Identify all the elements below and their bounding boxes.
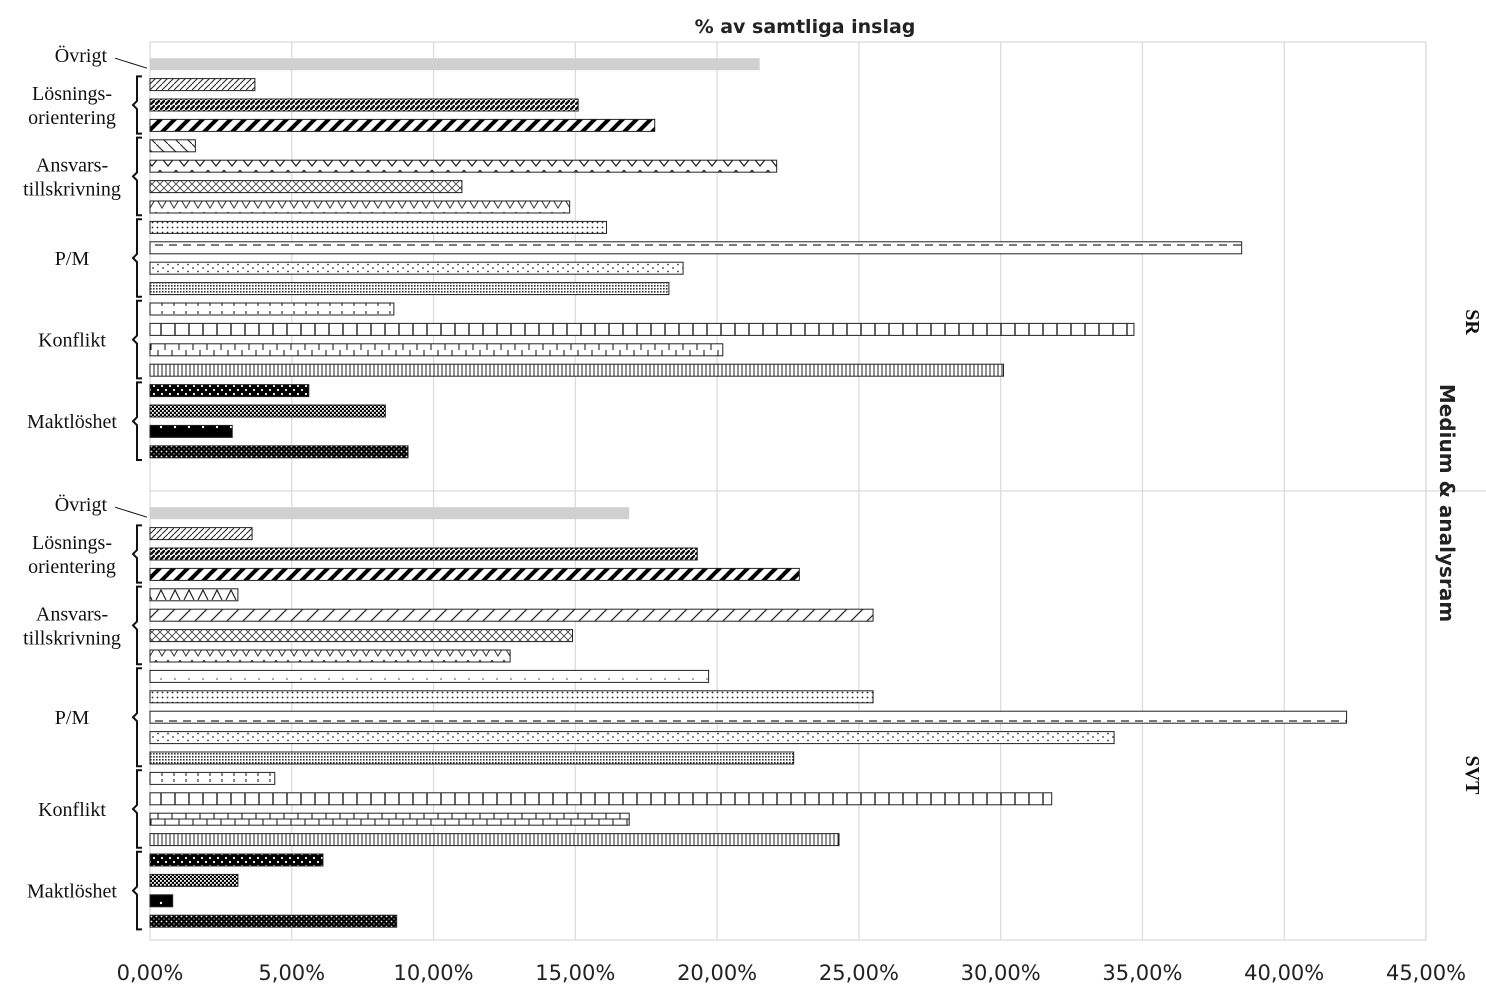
bars — [149, 58, 1348, 928]
x-tick-label: 15,00% — [535, 961, 615, 985]
group-label: SVT — [1461, 756, 1483, 796]
bar — [149, 669, 710, 683]
bar — [149, 139, 196, 153]
category-brace — [131, 381, 142, 461]
bar — [149, 567, 800, 581]
category-brace — [131, 585, 142, 666]
category-label: Konflikt — [38, 330, 106, 352]
bar — [149, 98, 579, 112]
x-tick-label: 45,00% — [1386, 961, 1466, 985]
category-label: Lösnings- — [32, 532, 112, 554]
bar — [149, 527, 253, 541]
bar — [149, 180, 463, 194]
leader-line — [114, 506, 148, 518]
bar — [150, 58, 760, 71]
bar — [149, 751, 795, 765]
x-tick-label: 35,00% — [1102, 961, 1182, 985]
bar — [149, 649, 511, 663]
category-label: tillskrivning — [23, 627, 121, 649]
category-label: Lösnings- — [32, 83, 112, 105]
category-label: tillskrivning — [23, 178, 121, 200]
bar — [149, 771, 276, 785]
category-label: Övrigt — [55, 44, 108, 67]
category-brace — [131, 850, 142, 931]
bar — [149, 792, 1053, 806]
bar — [149, 424, 233, 438]
bar — [149, 812, 630, 826]
x-tick-label: 25,00% — [819, 961, 899, 985]
category-label: P/M — [55, 248, 90, 270]
bar — [149, 588, 239, 602]
bar — [149, 343, 724, 357]
bar — [149, 302, 395, 316]
category-label: Maktlöshet — [27, 411, 117, 433]
category-brace — [131, 769, 142, 849]
bar — [149, 159, 778, 173]
bar — [149, 220, 608, 234]
category-label: orientering — [28, 556, 116, 578]
bar — [149, 200, 571, 214]
bar — [149, 384, 310, 398]
bar — [149, 118, 656, 132]
bar — [149, 78, 256, 92]
bar — [149, 404, 386, 418]
category-brace — [131, 136, 142, 217]
x-tick-label: 10,00% — [394, 961, 474, 985]
x-tick-label: 40,00% — [1244, 961, 1324, 985]
bar — [149, 853, 324, 867]
category-brace — [131, 218, 142, 298]
bar — [150, 507, 630, 520]
group-label: SR — [1461, 309, 1483, 335]
bar — [149, 710, 1348, 724]
bar — [149, 363, 1005, 377]
bar — [149, 241, 1243, 255]
category-brace — [131, 299, 142, 380]
group-labels: SR SVT Medium & analysram — [1435, 309, 1483, 795]
bar — [149, 445, 409, 459]
bar — [149, 873, 239, 887]
category-label: Övrigt — [55, 493, 108, 516]
category-label: Konflikt — [38, 799, 106, 821]
category-label: P/M — [55, 707, 90, 729]
bar — [149, 731, 1115, 745]
category-label: orientering — [28, 107, 116, 129]
category-brace — [131, 524, 142, 584]
bar — [149, 547, 698, 561]
category-brace — [131, 75, 142, 135]
bar — [149, 690, 874, 704]
x-tick-label: 5,00% — [258, 961, 325, 985]
category-label: Ansvars- — [36, 603, 108, 625]
bar — [149, 833, 840, 847]
x-tick-labels: 0,00% 5,00% 10,00% 15,00% 20,00% 25,00% 30,00%… — [117, 961, 1466, 985]
bar — [149, 282, 670, 296]
category-brace — [131, 667, 142, 768]
x-tick-label: 0,00% — [117, 961, 184, 985]
category-label: Ansvars- — [36, 154, 108, 176]
x-tick-label: 30,00% — [961, 961, 1041, 985]
leader-line — [114, 57, 148, 69]
bar — [149, 629, 573, 643]
plot-border — [150, 41, 1486, 941]
category-labels: Övrigt Lösnings-orientering Ansvars-tillsk… — [23, 44, 148, 931]
chart-title: % av samtliga inslag — [695, 16, 916, 38]
bar — [149, 261, 684, 275]
x-tick-label: 20,00% — [677, 961, 757, 985]
bar — [149, 914, 398, 928]
category-label: Maktlöshet — [27, 881, 117, 903]
bar — [149, 608, 874, 622]
bar — [149, 322, 1135, 336]
axis-title: Medium & analysram — [1435, 384, 1459, 622]
bar — [149, 894, 174, 908]
